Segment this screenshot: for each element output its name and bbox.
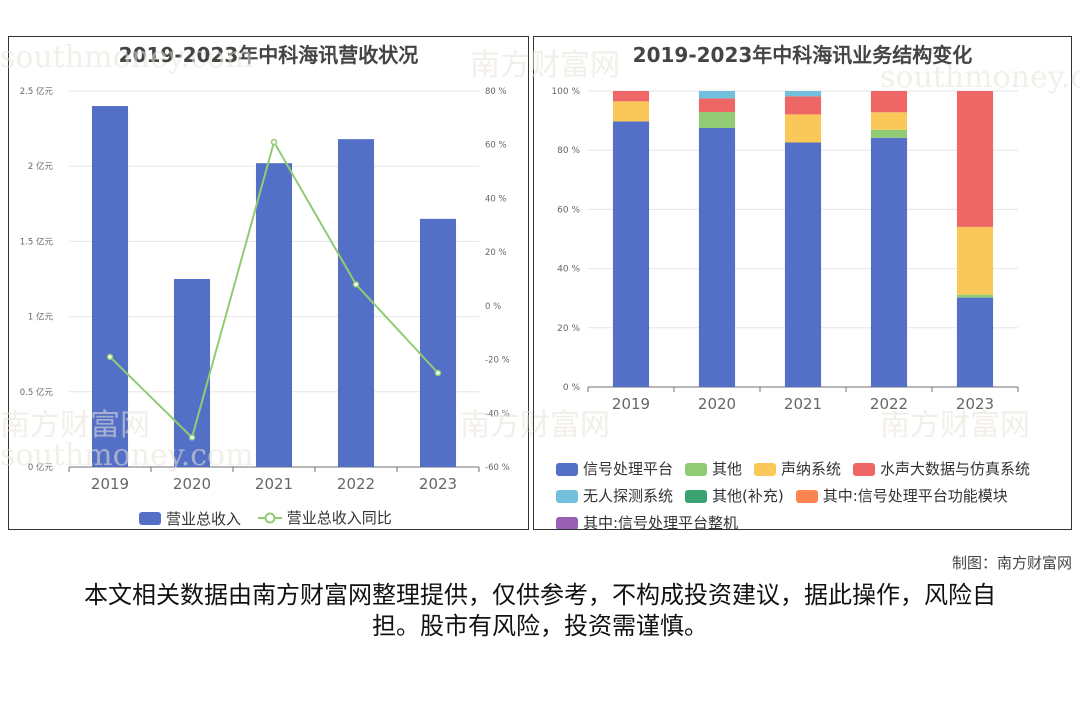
y-tick-label-left: 0 亿元 bbox=[28, 462, 54, 473]
growth-point bbox=[270, 138, 278, 146]
x-tick-label: 2021 bbox=[784, 395, 822, 413]
growth-point bbox=[188, 434, 196, 441]
legend-item-revenue[interactable]: 营业总收入 bbox=[139, 508, 241, 529]
revenue-legend: 营业总收入 营业总收入同比 bbox=[139, 507, 404, 529]
legend-item[interactable]: 其他(补充) bbox=[685, 484, 784, 509]
legend-label: 信号处理平台 bbox=[583, 460, 674, 478]
legend-swatch bbox=[685, 463, 708, 476]
revenue-bar bbox=[91, 106, 129, 467]
legend-item[interactable]: 其中:信号处理平台功能模块 bbox=[795, 484, 1008, 509]
stacked-segment bbox=[956, 226, 994, 295]
revenue-chart-svg: 0 亿元 0.5 亿元 1 亿元 1.5 亿元 2 亿元 2.5 亿元 -60 % -40 %… bbox=[20, 86, 510, 493]
legend-swatch-growth bbox=[257, 512, 282, 523]
y-tick-label-right: 60 % bbox=[485, 141, 507, 151]
stacked-segment bbox=[956, 91, 994, 227]
stacked-segment bbox=[784, 142, 822, 387]
disclaimer-text: 本文相关数据由南方财富网整理提供，仅供参考，不构成投资建议，据此操作，风险自担。… bbox=[84, 581, 996, 640]
legend-label: 其中:信号处理平台整机 bbox=[583, 514, 739, 530]
x-tick-label: 2022 bbox=[870, 395, 908, 413]
stacked-segment bbox=[698, 98, 736, 113]
growth-point bbox=[106, 353, 114, 361]
legend-item[interactable]: 信号处理平台 bbox=[556, 457, 673, 482]
structure-chart-title: 2019-2023年中科海讯业务结构变化 bbox=[632, 43, 973, 67]
legend-swatch bbox=[754, 463, 777, 476]
growth-point bbox=[434, 369, 442, 377]
y-tick-label: 20 % bbox=[557, 324, 580, 334]
x-tick-label: 2019 bbox=[612, 395, 650, 413]
legend-swatch bbox=[853, 463, 876, 476]
stacked-segment bbox=[612, 121, 650, 387]
y-tick-label-right: -40 % bbox=[485, 409, 510, 419]
x-tick-label: 2023 bbox=[419, 475, 457, 493]
y-tick-label: 0 % bbox=[563, 383, 581, 393]
stacked-segment bbox=[870, 129, 908, 138]
y-tick-label-right: 40 % bbox=[485, 194, 507, 204]
stacked-segment bbox=[698, 91, 736, 99]
chart-credit: 制图：南方财富网 bbox=[951, 554, 1072, 572]
structure-chart-panel: 2019-2023年中科海讯业务结构变化 0 % 20 % 40 % 60 % 80 %… bbox=[533, 36, 1072, 530]
stacked-segment bbox=[612, 101, 650, 122]
x-tick-label: 2022 bbox=[337, 475, 375, 493]
legend-swatch bbox=[556, 490, 578, 503]
legend-item[interactable]: 水声大数据与仿真系统 bbox=[853, 457, 1030, 482]
y-tick-label: 40 % bbox=[557, 265, 580, 275]
revenue-chart-title: 2019-2023年中科海讯营收状况 bbox=[118, 43, 419, 67]
y-tick-label-left: 2 亿元 bbox=[28, 161, 54, 172]
legend-swatch bbox=[685, 490, 708, 503]
y-tick-label: 80 % bbox=[557, 146, 580, 156]
revenue-bar bbox=[419, 218, 457, 467]
legend-label: 其中:信号处理平台功能模块 bbox=[822, 487, 1008, 505]
y-tick-label-right: 20 % bbox=[485, 248, 507, 258]
legend-item-growth[interactable]: 营业总收入同比 bbox=[257, 507, 392, 528]
legend-label: 其他 bbox=[712, 460, 743, 478]
legend-label: 无人探测系统 bbox=[583, 487, 674, 505]
legend-label: 声纳系统 bbox=[781, 460, 842, 478]
legend-label: 其他(补充) bbox=[712, 487, 784, 505]
x-tick-label: 2019 bbox=[91, 475, 129, 493]
x-tick-label: 2020 bbox=[173, 475, 211, 493]
y-tick-label-left: 1 亿元 bbox=[28, 312, 54, 323]
legend-swatch-revenue bbox=[139, 511, 161, 525]
legend-label: 水声大数据与仿真系统 bbox=[880, 460, 1031, 478]
structure-legend: 信号处理平台 其他 声纳系统 水声大数据与仿真系统无人探测系统 其他(补充) 其中:信号处… bbox=[556, 457, 1066, 530]
stacked-segment bbox=[784, 96, 822, 115]
legend-item[interactable]: 其他 bbox=[685, 457, 742, 482]
stacked-segment bbox=[956, 297, 994, 387]
legend-label-revenue: 营业总收入 bbox=[166, 509, 242, 528]
y-tick-label-right: -60 % bbox=[485, 463, 510, 473]
stacked-segment bbox=[612, 91, 650, 102]
legend-item[interactable]: 声纳系统 bbox=[754, 457, 841, 482]
x-tick-label: 2023 bbox=[956, 395, 994, 413]
y-tick-label-right: 0 % bbox=[485, 302, 501, 312]
y-tick-label-right: 80 % bbox=[485, 87, 507, 97]
legend-swatch bbox=[556, 463, 578, 476]
stacked-segment bbox=[870, 137, 908, 387]
growth-point bbox=[352, 281, 360, 288]
y-tick-label-right: -20 % bbox=[485, 356, 510, 366]
stacked-segment bbox=[784, 91, 822, 97]
x-tick-label: 2021 bbox=[255, 475, 293, 493]
legend-swatch bbox=[795, 490, 818, 503]
legend-item[interactable]: 无人探测系统 bbox=[556, 484, 673, 509]
stacked-segment bbox=[870, 112, 908, 130]
legend-label-growth: 营业总收入同比 bbox=[286, 509, 392, 527]
y-tick-label: 100 % bbox=[551, 87, 580, 97]
stacked-segment bbox=[698, 112, 736, 128]
legend-item[interactable]: 其中:信号处理平台整机 bbox=[556, 511, 739, 530]
y-tick-label-left: 2.5 亿元 bbox=[20, 86, 54, 97]
y-tick-label-left: 1.5 亿元 bbox=[20, 236, 54, 247]
y-tick-label: 60 % bbox=[557, 205, 580, 215]
revenue-chart-panel: 2019-2023年中科海讯营收状况 0 亿元 0.5 亿元 1 亿元 1.5 亿元 2… bbox=[8, 36, 529, 530]
revenue-bar bbox=[337, 139, 375, 467]
x-tick-label: 2020 bbox=[698, 395, 736, 413]
stacked-segment bbox=[870, 91, 908, 113]
stacked-segment bbox=[784, 114, 822, 143]
legend-swatch bbox=[556, 517, 578, 529]
structure-chart-svg: 0 % 20 % 40 % 60 % 80 % 100 % 2019 2020 2021 2022… bbox=[551, 87, 1019, 413]
stacked-segment bbox=[698, 128, 736, 387]
y-tick-label-left: 0.5 亿元 bbox=[20, 387, 54, 398]
revenue-bar bbox=[255, 163, 293, 467]
stacked-segment bbox=[956, 294, 994, 298]
